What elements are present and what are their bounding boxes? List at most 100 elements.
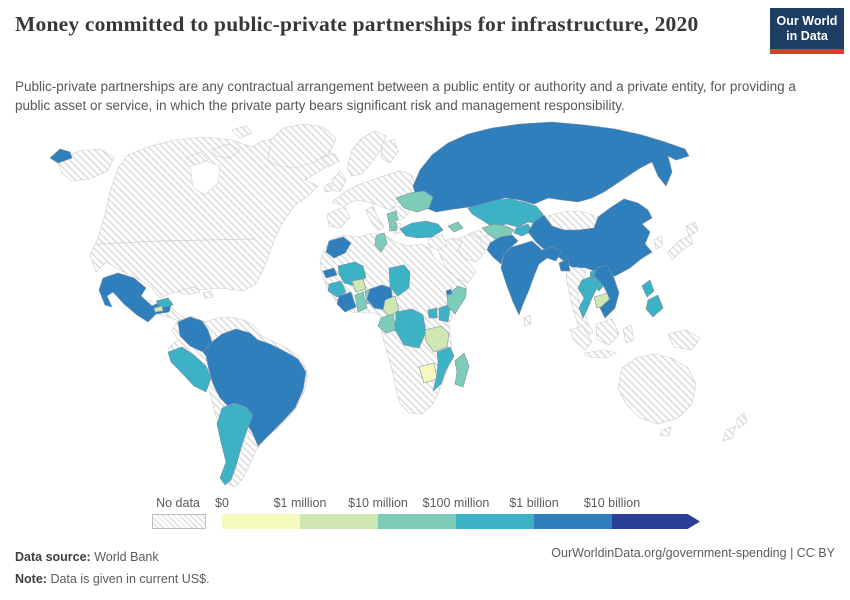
region-arctic-islands-2[interactable]	[185, 151, 209, 166]
country-india[interactable]	[500, 240, 562, 316]
legend-tick-label: $10 million	[348, 496, 408, 510]
region-uk[interactable]	[331, 170, 347, 193]
country-peru[interactable]	[167, 346, 212, 393]
region-middle-east[interactable]	[437, 237, 477, 284]
region-finland[interactable]	[380, 138, 399, 164]
country-morocco[interactable]	[325, 236, 352, 259]
country-djibouti[interactable]	[445, 288, 453, 296]
legend-bin--0[interactable]	[222, 514, 300, 529]
country-honduras[interactable]	[155, 297, 174, 309]
country-chad[interactable]	[388, 264, 411, 297]
region-korea[interactable]	[653, 235, 664, 250]
footer-source-line: Data source: World Bank	[15, 546, 210, 568]
legend-no-data-swatch[interactable]	[152, 514, 206, 529]
legend-bin--10-million[interactable]	[378, 514, 456, 529]
legend-tick-label: $10 billion	[583, 496, 641, 510]
footer-source-value: World Bank	[94, 550, 159, 564]
region-iraq-syria[interactable]	[427, 234, 448, 251]
legend-bin--1-million[interactable]	[300, 514, 378, 529]
country-mexico[interactable]	[98, 272, 173, 323]
chart-subtitle: Public-private partnerships are any cont…	[15, 79, 796, 113]
country-senegal[interactable]	[322, 267, 338, 279]
owid-logo[interactable]: Our World in Data	[770, 8, 844, 54]
country-tanzania[interactable]	[424, 325, 450, 353]
region-italy[interactable]	[365, 205, 385, 232]
region-alaska[interactable]	[57, 148, 115, 182]
region-europe-mainland[interactable]	[331, 170, 416, 211]
region-arctic-islands-3[interactable]	[231, 125, 253, 139]
region-sri-lanka[interactable]	[523, 314, 532, 327]
country-burkina-faso[interactable]	[351, 278, 367, 293]
legend-tick-label: $1 million	[273, 496, 327, 510]
country-gabon-congo[interactable]	[377, 313, 397, 334]
country-philippines-south[interactable]	[645, 294, 664, 318]
country-guinea[interactable]	[327, 280, 347, 298]
region-new-guinea[interactable]	[667, 329, 701, 351]
region-iceland[interactable]	[320, 152, 340, 168]
country-pakistan[interactable]	[486, 234, 519, 265]
owid-logo-line2: in Data	[786, 28, 828, 43]
region-scandinavia[interactable]	[346, 130, 387, 177]
footer-source-note: Data source: World Bank Note: Data is gi…	[15, 546, 210, 590]
map-legend: No data $0 $1 million $10 million $100 mill…	[0, 496, 850, 532]
country-serbia[interactable]	[386, 210, 399, 224]
country-kenya[interactable]	[438, 303, 452, 323]
region-iberia[interactable]	[326, 206, 351, 229]
region-tasmania[interactable]	[659, 426, 672, 437]
country-bangladesh[interactable]	[558, 258, 571, 272]
region-java[interactable]	[583, 349, 617, 359]
region-new-zealand-south[interactable]	[722, 425, 737, 442]
country-caucasus[interactable]	[447, 221, 464, 233]
country-tunisia[interactable]	[374, 232, 388, 253]
region-hispaniola[interactable]	[202, 290, 214, 299]
country-vietnam[interactable]	[593, 264, 620, 319]
legend-bin--1-billion[interactable]	[534, 514, 612, 529]
footer-link[interactable]: OurWorldinData.org/government-spending |…	[551, 546, 835, 560]
world-choropleth-map	[49, 121, 748, 488]
owid-logo-line1: Our World	[776, 13, 838, 28]
footer-source-label: Data source:	[15, 550, 91, 564]
region-japan-hokkaido[interactable]	[685, 221, 699, 237]
country-madagascar[interactable]	[454, 352, 470, 388]
country-argentina[interactable]	[216, 402, 254, 486]
region-arctic-islands-1[interactable]	[211, 143, 241, 159]
country-el-salvador[interactable]	[153, 305, 164, 313]
region-sumatra[interactable]	[569, 325, 593, 351]
region-north-america[interactable]	[89, 133, 334, 299]
country-china[interactable]	[527, 198, 653, 277]
footer-note-value: Data is given in current US$.	[50, 572, 210, 586]
region-cuba[interactable]	[177, 286, 201, 296]
page-title: Money committed to public-private partne…	[15, 12, 699, 36]
legend-no-data-label: No data	[156, 496, 200, 510]
country-dr-congo[interactable]	[394, 308, 427, 349]
country-thailand[interactable]	[577, 275, 598, 319]
legend-tick-label: $0	[215, 496, 229, 510]
legend-bin--10-billion[interactable]	[612, 514, 700, 529]
country-turkey[interactable]	[399, 220, 444, 239]
country-brazil[interactable]	[202, 328, 307, 447]
region-greenland[interactable]	[267, 123, 337, 169]
region-new-zealand-north[interactable]	[735, 412, 748, 429]
country-albania[interactable]	[388, 221, 398, 232]
us-canada-border	[97, 238, 256, 245]
region-japan-honshu[interactable]	[667, 235, 694, 261]
country-cote-divoire[interactable]	[336, 291, 357, 313]
country-mozambique[interactable]	[432, 346, 455, 392]
legend-tick-label: $1 billion	[509, 496, 559, 510]
country-russia[interactable]	[412, 121, 690, 213]
region-sulawesi[interactable]	[622, 324, 635, 344]
legend-tick-label: $100 million	[422, 496, 490, 510]
legend-bin--100-million[interactable]	[456, 514, 534, 529]
country-ukraine[interactable]	[395, 190, 434, 213]
country-kyrgyzstan[interactable]	[513, 223, 533, 237]
region-australia[interactable]	[617, 353, 697, 425]
country-uganda[interactable]	[427, 307, 438, 319]
region-myanmar-malaysia[interactable]	[565, 255, 594, 337]
country-cameroon[interactable]	[382, 295, 400, 318]
country-russia-wrap[interactable]	[49, 148, 73, 164]
region-borneo[interactable]	[595, 318, 620, 346]
region-ireland[interactable]	[323, 182, 332, 193]
country-philippines-luzon[interactable]	[641, 279, 655, 298]
country-ghana[interactable]	[354, 291, 368, 313]
